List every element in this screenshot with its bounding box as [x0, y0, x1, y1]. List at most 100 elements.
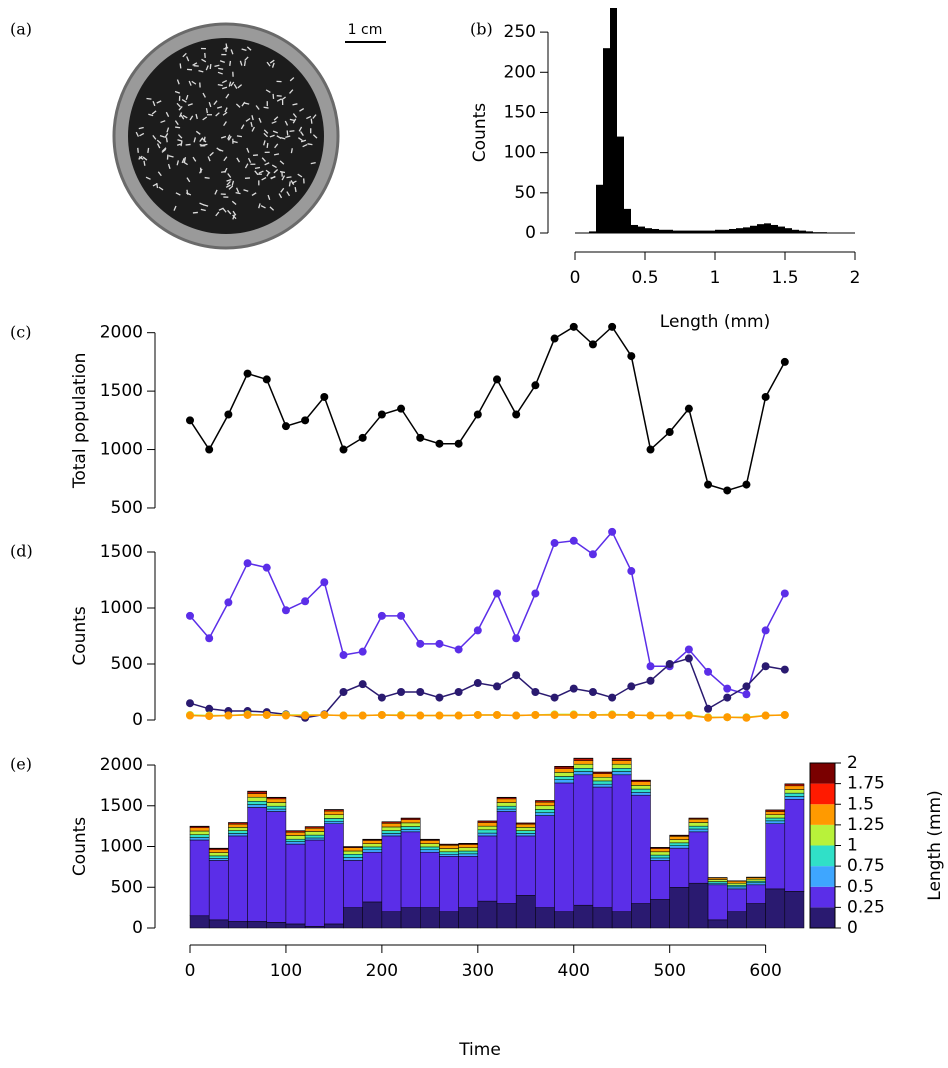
data-point: [397, 611, 406, 620]
worm: [226, 180, 231, 186]
bar-segment: [266, 798, 287, 803]
data-point: [742, 682, 751, 691]
bar-segment: [554, 779, 574, 784]
worm: [164, 133, 169, 138]
worm: [267, 194, 271, 201]
y-tick-label: 500: [111, 877, 143, 897]
data-point: [550, 334, 559, 343]
worm: [292, 113, 297, 118]
worm: [186, 177, 191, 183]
data-point: [262, 375, 271, 384]
worm: [241, 101, 246, 107]
worm: [243, 60, 246, 67]
y-axis-label: Counts: [470, 103, 490, 162]
data-point: [358, 647, 367, 656]
panel-label: (a): [10, 20, 32, 39]
data-point: [627, 352, 636, 361]
y-tick-label: 0: [132, 918, 143, 938]
bar-segment: [611, 771, 632, 776]
worm: [158, 186, 164, 191]
worm: [217, 83, 223, 87]
worm: [228, 185, 234, 190]
bar-segment: [458, 847, 479, 852]
worm: [218, 67, 224, 70]
bar-segment: [515, 833, 536, 837]
data-point: [723, 684, 732, 693]
bar-segment: [343, 907, 363, 929]
colorbar-tick-label: 1: [847, 836, 858, 856]
histogram-bar: [603, 48, 610, 233]
bar-segment: [189, 830, 210, 835]
worm: [281, 175, 286, 181]
worm: [225, 184, 231, 188]
worm: [221, 79, 228, 84]
worm: [195, 113, 198, 120]
worm: [209, 151, 214, 157]
bar-segment: [573, 763, 594, 769]
worm: [298, 137, 303, 142]
bar-segment: [592, 776, 613, 782]
worm: [166, 127, 170, 133]
bar-segment: [592, 780, 613, 785]
worm: [174, 90, 181, 94]
bar-segment: [727, 886, 747, 890]
data-point: [704, 704, 713, 713]
data-point: [301, 416, 310, 425]
bar-segment: [324, 821, 344, 824]
bar-segment: [189, 915, 210, 929]
worm: [280, 136, 286, 140]
bar-segment: [439, 911, 459, 929]
bar-segment: [343, 857, 363, 861]
bar-segment: [477, 832, 498, 837]
bar-segment: [554, 765, 574, 768]
bar-segment: [458, 853, 479, 857]
colorbar-tick-label: 0.5: [847, 877, 874, 897]
histogram-bar: [715, 229, 722, 233]
bar-segment: [324, 923, 344, 929]
bar-segment: [324, 810, 344, 815]
bar-segment: [650, 848, 670, 853]
bar-segment: [650, 851, 670, 856]
bar-segment: [343, 847, 363, 852]
bar-segment: [247, 790, 267, 793]
data-point: [320, 392, 329, 401]
bar-segment: [247, 807, 267, 922]
data-point: [301, 597, 310, 606]
bar-segment: [420, 843, 440, 848]
worm: [168, 155, 174, 158]
bar-segment: [420, 851, 440, 908]
worm: [297, 173, 303, 178]
worm: [292, 118, 297, 124]
bar-segment: [669, 842, 690, 846]
worm: [228, 81, 232, 87]
worm: [312, 134, 318, 139]
bar-segment: [381, 830, 402, 834]
data-point: [205, 712, 214, 721]
data-point: [512, 671, 521, 680]
worm: [269, 134, 275, 138]
bar-segment: [247, 804, 267, 808]
data-point: [435, 439, 444, 448]
bar-segment: [496, 798, 517, 803]
worm: [219, 60, 225, 64]
worm: [255, 105, 260, 110]
bar-segment: [784, 789, 805, 794]
worm: [146, 97, 152, 100]
data-point: [493, 682, 501, 691]
data-point: [665, 428, 674, 437]
histogram-bar: [652, 228, 659, 233]
bar-segment: [381, 826, 402, 831]
panel-label: (e): [10, 755, 32, 774]
bar-segment: [707, 884, 728, 921]
data-point: [377, 611, 386, 620]
histogram-bar: [589, 231, 596, 233]
data-point: [339, 651, 348, 660]
worm: [289, 130, 295, 133]
data-point: [512, 410, 521, 419]
histogram-bar: [729, 228, 736, 233]
worm: [204, 176, 210, 179]
colorbar-swatch: [810, 845, 835, 867]
worm: [299, 107, 305, 112]
worm: [161, 147, 167, 152]
worm: [192, 156, 197, 162]
